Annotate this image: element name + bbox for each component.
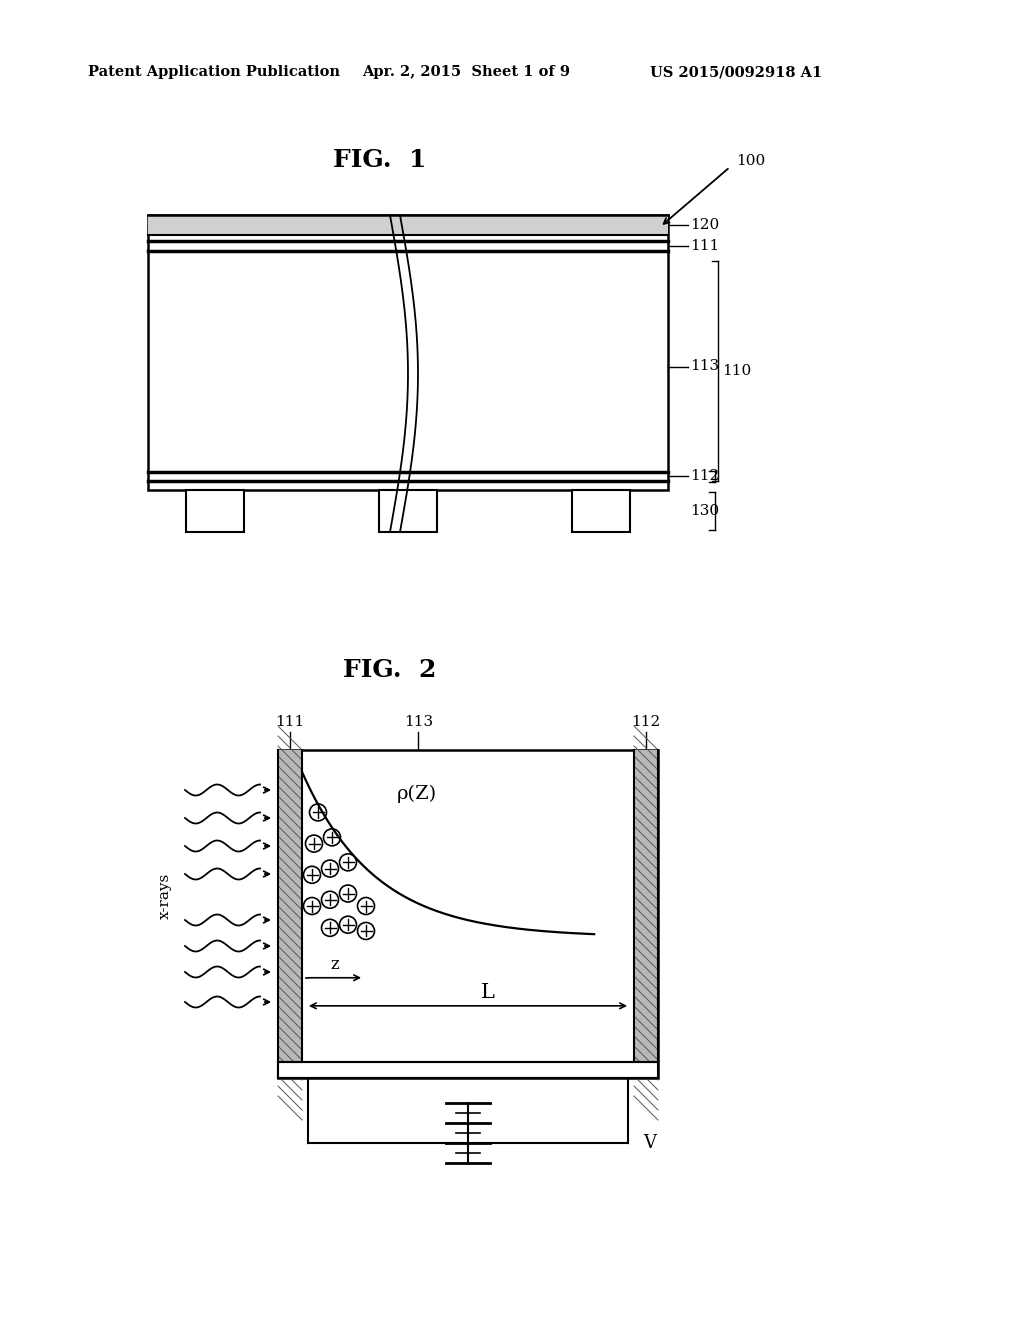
Bar bbox=[379, 490, 437, 532]
Text: 111: 111 bbox=[275, 715, 304, 729]
Bar bbox=[634, 750, 658, 1078]
Text: 112: 112 bbox=[632, 715, 660, 729]
Text: Apr. 2, 2015  Sheet 1 of 9: Apr. 2, 2015 Sheet 1 of 9 bbox=[362, 65, 570, 79]
Bar bbox=[278, 1063, 658, 1078]
Bar bbox=[148, 215, 668, 235]
Text: 113: 113 bbox=[690, 359, 719, 374]
Text: 111: 111 bbox=[690, 239, 719, 253]
Text: FIG.  1: FIG. 1 bbox=[334, 148, 427, 172]
Text: 112: 112 bbox=[690, 469, 719, 483]
Text: 113: 113 bbox=[403, 715, 433, 729]
Text: V: V bbox=[643, 1134, 656, 1152]
Bar bbox=[148, 215, 668, 490]
Text: 100: 100 bbox=[736, 154, 765, 168]
Text: US 2015/0092918 A1: US 2015/0092918 A1 bbox=[650, 65, 822, 79]
Text: 120: 120 bbox=[690, 218, 719, 232]
Text: Patent Application Publication: Patent Application Publication bbox=[88, 65, 340, 79]
Bar bbox=[186, 490, 244, 532]
Text: 130: 130 bbox=[690, 504, 719, 517]
Bar bbox=[572, 490, 630, 532]
Text: 110: 110 bbox=[722, 364, 752, 378]
Text: FIG.  2: FIG. 2 bbox=[343, 657, 436, 682]
Bar bbox=[278, 750, 302, 1078]
Text: z: z bbox=[331, 956, 339, 973]
Bar bbox=[278, 750, 658, 1078]
Text: L: L bbox=[481, 983, 495, 1002]
Text: ρ(Z): ρ(Z) bbox=[397, 784, 437, 803]
Text: x-rays: x-rays bbox=[158, 873, 172, 919]
